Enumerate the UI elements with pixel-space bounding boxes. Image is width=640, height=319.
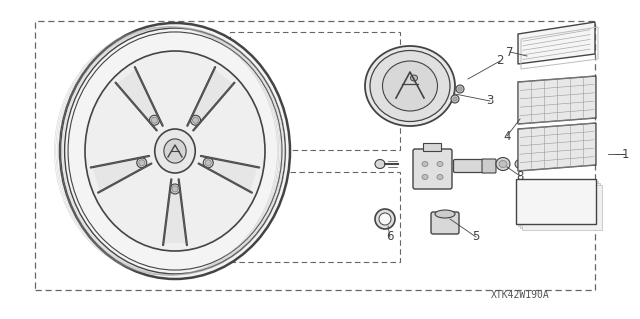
Bar: [423, 143, 441, 151]
Polygon shape: [518, 181, 598, 226]
Polygon shape: [516, 179, 596, 224]
Ellipse shape: [422, 174, 428, 180]
Ellipse shape: [205, 160, 211, 166]
Ellipse shape: [456, 85, 464, 93]
Ellipse shape: [453, 97, 457, 101]
FancyBboxPatch shape: [413, 149, 452, 189]
FancyBboxPatch shape: [482, 159, 496, 173]
Ellipse shape: [193, 117, 198, 123]
Ellipse shape: [60, 23, 290, 279]
Ellipse shape: [155, 129, 195, 173]
Ellipse shape: [191, 115, 200, 125]
Ellipse shape: [437, 174, 443, 180]
Ellipse shape: [204, 158, 213, 168]
Polygon shape: [163, 184, 187, 243]
Ellipse shape: [365, 46, 455, 126]
Ellipse shape: [435, 210, 455, 218]
Ellipse shape: [515, 160, 525, 168]
Ellipse shape: [170, 184, 180, 194]
Polygon shape: [518, 22, 595, 64]
Ellipse shape: [451, 95, 459, 103]
Bar: [230, 172, 400, 262]
Ellipse shape: [164, 139, 186, 163]
Ellipse shape: [375, 160, 385, 168]
FancyBboxPatch shape: [431, 212, 459, 234]
Text: 1: 1: [621, 147, 628, 160]
Ellipse shape: [437, 161, 443, 167]
Ellipse shape: [410, 75, 417, 81]
Ellipse shape: [172, 186, 178, 192]
Polygon shape: [189, 69, 233, 127]
Text: 3: 3: [486, 94, 493, 108]
Ellipse shape: [375, 209, 395, 229]
Ellipse shape: [379, 213, 391, 225]
Ellipse shape: [383, 61, 438, 111]
Text: 4: 4: [503, 130, 511, 143]
Bar: [35, 21, 595, 290]
FancyBboxPatch shape: [454, 160, 484, 173]
Polygon shape: [518, 76, 596, 124]
Text: 6: 6: [387, 231, 394, 243]
Polygon shape: [93, 157, 148, 192]
Polygon shape: [518, 123, 596, 171]
Ellipse shape: [370, 50, 450, 122]
Ellipse shape: [499, 160, 507, 167]
Ellipse shape: [496, 158, 510, 170]
Ellipse shape: [85, 51, 265, 251]
Text: XTK42W190A: XTK42W190A: [491, 290, 549, 300]
Polygon shape: [117, 69, 161, 127]
Ellipse shape: [152, 117, 157, 123]
Ellipse shape: [150, 115, 159, 125]
Polygon shape: [516, 179, 596, 224]
Ellipse shape: [422, 161, 428, 167]
Polygon shape: [520, 183, 600, 228]
Text: 8: 8: [516, 169, 524, 182]
Text: 2: 2: [496, 55, 504, 68]
Polygon shape: [522, 185, 602, 230]
Bar: [230, 32, 400, 150]
Polygon shape: [202, 157, 257, 192]
Text: 5: 5: [472, 231, 480, 243]
Text: 7: 7: [506, 46, 514, 58]
Ellipse shape: [139, 160, 145, 166]
Ellipse shape: [137, 158, 147, 168]
Ellipse shape: [458, 87, 462, 91]
